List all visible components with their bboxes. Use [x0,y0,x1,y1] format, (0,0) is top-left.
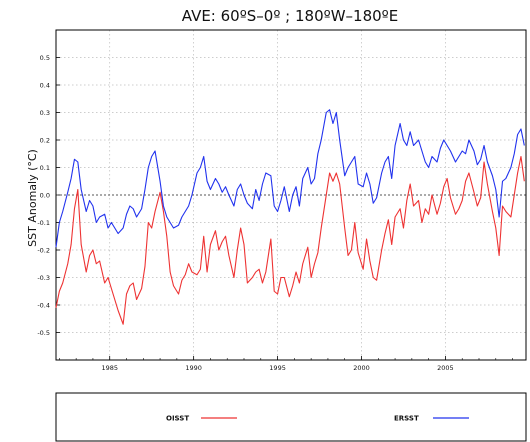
y-tick-label: -0.5 [37,329,50,337]
legend-box [55,392,527,442]
x-tick-label: 1985 [101,364,118,372]
y-axis-label: SST Anomaly (°C) [26,149,39,247]
y-tick-label: 0.5 [40,54,50,62]
y-tick-label: 0.4 [40,81,50,89]
x-tick-label: 1990 [185,364,202,372]
chart-title: AVE: 60ºS–0º ; 180ºW–180ºE [182,7,398,25]
x-tick-label: 2005 [437,364,454,372]
grid-lines [56,30,526,360]
series-line-oisst [55,155,525,325]
legend-label-oisst: OISST [166,415,189,423]
tick-labels: -0.5 -0.4 -0.3 -0.2 -0.1 0.0 0.1 0.2 0.3 0.4 0.5 19… [37,54,453,372]
y-tick-label: -0.1 [37,219,50,227]
axes [55,29,527,361]
legend: OISST ERSST [55,392,527,442]
y-tick-label: 0.1 [40,164,50,172]
legend-label-ersst: ERSST [394,415,419,423]
y-tick-label: -0.2 [37,246,50,254]
y-tick-label: -0.3 [37,274,50,282]
x-tick-label: 2000 [353,364,370,372]
series-lines [55,109,525,325]
y-tick-label: -0.4 [37,301,50,309]
y-tick-label: 0.2 [40,136,50,144]
plot-frame [55,29,527,361]
y-tick-label: 0.3 [40,109,50,117]
x-tick-label: 1995 [269,364,286,372]
series-line-ersst [55,109,525,248]
y-tick-label: 0.0 [40,191,50,199]
